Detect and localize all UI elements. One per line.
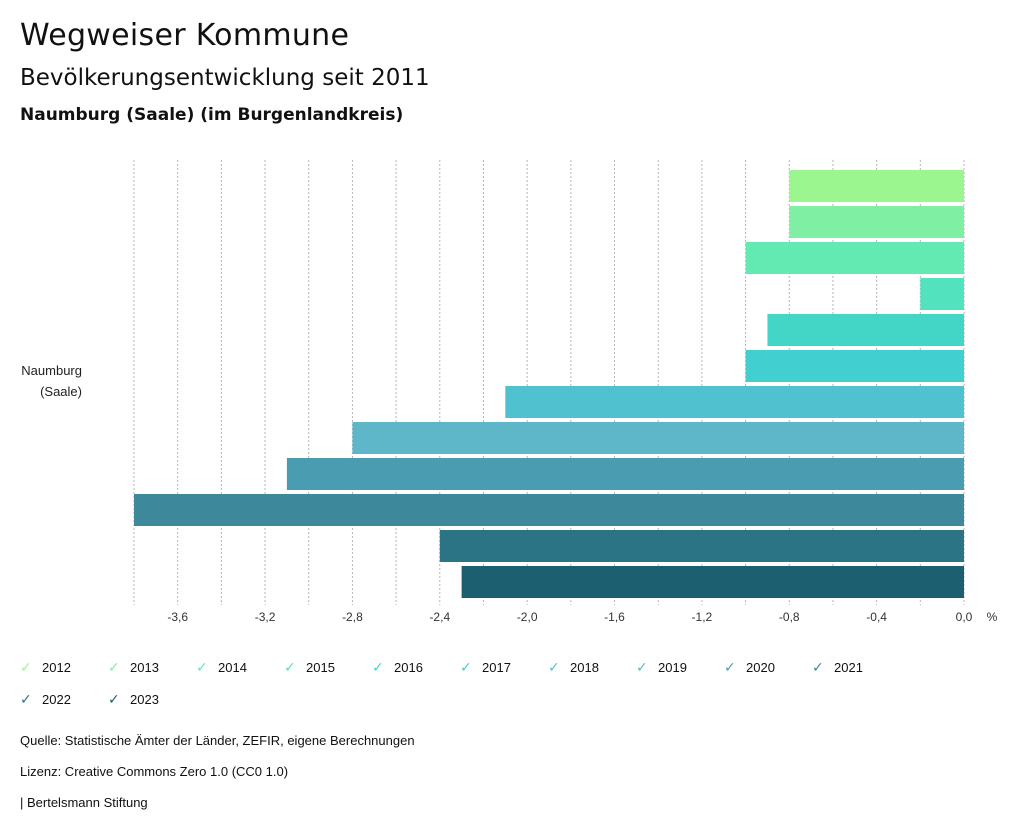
y-axis: Naumburg (Saale) — [21, 363, 82, 399]
category-label: (Saale) — [40, 384, 82, 399]
legend-item-2015[interactable]: ✓ 2015 — [284, 656, 335, 680]
x-axis-unit: % — [987, 610, 998, 624]
legend-label: 2014 — [218, 660, 247, 675]
legend-label: 2018 — [570, 660, 599, 675]
legend-item-2017[interactable]: ✓ 2017 — [460, 656, 511, 680]
check-icon: ✓ — [812, 660, 824, 676]
legend-item-2014[interactable]: ✓ 2014 — [196, 656, 247, 680]
license-note: Lizenz: Creative Commons Zero 1.0 (CC0 1… — [20, 764, 289, 779]
legend-label: 2013 — [130, 660, 159, 675]
bar-2022[interactable] — [439, 530, 965, 562]
legend-label: 2022 — [42, 692, 71, 707]
check-icon: ✓ — [284, 660, 296, 676]
legend-label: 2016 — [394, 660, 423, 675]
bar-2012[interactable] — [789, 170, 964, 202]
bar-2015[interactable] — [920, 278, 964, 310]
bar-2018[interactable] — [505, 386, 964, 418]
check-icon: ✓ — [20, 692, 32, 708]
legend-label: 2012 — [42, 660, 71, 675]
chart-title: Wegweiser Kommune — [20, 18, 350, 53]
bar-chart: -3,6 -3,2 -2,8 -2,4 -2,0 -1,6 -1,2 -0,8 -0,4 0,0%… — [21, 160, 998, 624]
check-icon: ✓ — [724, 660, 736, 676]
legend-item-2021[interactable]: ✓ 2021 — [812, 656, 863, 680]
legend-item-2016[interactable]: ✓ 2016 — [372, 656, 423, 680]
legend-item-2023[interactable]: ✓ 2023 — [108, 688, 159, 712]
x-tick-label: 0,0 — [956, 610, 973, 624]
legend-item-2018[interactable]: ✓ 2018 — [548, 656, 599, 680]
check-icon: ✓ — [108, 660, 120, 676]
legend-label: 2020 — [746, 660, 775, 675]
x-tick-label: -3,6 — [167, 610, 188, 624]
check-icon: ✓ — [636, 660, 648, 676]
x-tick-label: -0,8 — [779, 610, 800, 624]
category-label: Naumburg — [21, 363, 82, 378]
bar-2021[interactable] — [134, 494, 964, 526]
x-tick-label: -2,4 — [429, 610, 450, 624]
bar-2020[interactable] — [286, 458, 964, 490]
bar-2014[interactable] — [745, 242, 964, 274]
check-icon: ✓ — [196, 660, 208, 676]
legend-label: 2019 — [658, 660, 687, 675]
legend-label: 2021 — [834, 660, 863, 675]
chart-subtitle: Bevölkerungsentwicklung seit 2011 — [20, 65, 430, 91]
bars — [134, 170, 965, 598]
check-icon: ✓ — [372, 660, 384, 676]
legend-item-2019[interactable]: ✓ 2019 — [636, 656, 687, 680]
legend-label: 2017 — [482, 660, 511, 675]
bar-2013[interactable] — [789, 206, 964, 238]
check-icon: ✓ — [20, 660, 32, 676]
check-icon: ✓ — [108, 692, 120, 708]
x-tick-label: -1,2 — [692, 610, 713, 624]
check-icon: ✓ — [460, 660, 472, 676]
bar-2023[interactable] — [461, 566, 964, 598]
legend-item-2022[interactable]: ✓ 2022 — [20, 688, 71, 712]
bar-2019[interactable] — [352, 422, 965, 454]
publisher-note: | Bertelsmann Stiftung — [20, 795, 148, 810]
x-tick-label: -2,0 — [517, 610, 538, 624]
x-tick-label: -1,6 — [604, 610, 625, 624]
bar-2016[interactable] — [767, 314, 964, 346]
bar-2017[interactable] — [745, 350, 964, 382]
source-note: Quelle: Statistische Ämter der Länder, Z… — [20, 733, 415, 748]
region-label: Naumburg (Saale) (im Burgenlandkreis) — [20, 105, 404, 125]
check-icon: ✓ — [548, 660, 560, 676]
x-tick-label: -3,2 — [255, 610, 276, 624]
legend-item-2013[interactable]: ✓ 2013 — [108, 656, 159, 680]
legend-label: 2023 — [130, 692, 159, 707]
x-tick-label: -2,8 — [342, 610, 363, 624]
x-axis: -3,6 -3,2 -2,8 -2,4 -2,0 -1,6 -1,2 -0,8 -0,4 0,0% — [167, 610, 997, 624]
legend-label: 2015 — [306, 660, 335, 675]
x-tick-label: -0,4 — [866, 610, 887, 624]
legend-item-2012[interactable]: ✓ 2012 — [20, 656, 71, 680]
legend-item-2020[interactable]: ✓ 2020 — [724, 656, 775, 680]
